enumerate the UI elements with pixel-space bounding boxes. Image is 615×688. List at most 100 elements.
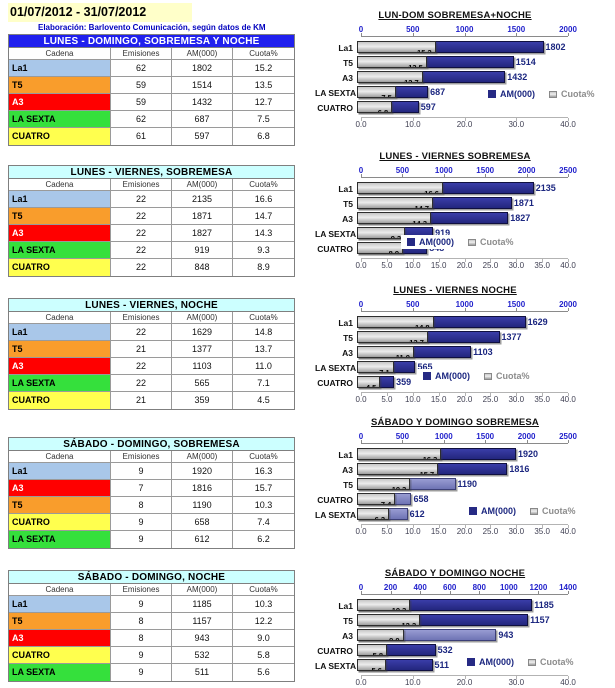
legend-item-cuota: Cuota%	[484, 371, 530, 381]
top-axis-tick-label: 500	[406, 25, 420, 34]
chart-category-label: A3	[342, 630, 353, 641]
axis-tick	[485, 440, 487, 443]
value-cell: 10.3	[254, 500, 273, 510]
chart-title: SÁBADO Y DOMINGO NOCHE	[384, 568, 526, 579]
chart-category-label: T5	[343, 332, 353, 343]
value-cell: 8.9	[257, 262, 270, 272]
bar-chart: SÁBADO Y DOMINGO SOBREMESA 0 500 1000 1500 20…	[315, 417, 595, 536]
bottom-axis-tick-label: 0.0	[355, 395, 367, 404]
value-cell: 5.6	[257, 667, 270, 677]
table-row: T5 8 1157 12.2	[9, 613, 294, 630]
column-header: Cadena	[9, 312, 111, 323]
table-row: CUATRO 61 597 6.8	[9, 128, 294, 145]
chart-category-label: La1	[338, 317, 353, 328]
channel-cell: LA SEXTA	[9, 111, 111, 127]
axis-tick	[526, 440, 528, 443]
cuota-value-label: 9.3	[390, 234, 402, 239]
chart-bar-row: A3 1827 14.3	[315, 211, 595, 226]
axis-tick	[412, 33, 414, 36]
table-column: LUNES - VIERNES, SOBREMESA Cadena Emisione…	[8, 151, 315, 277]
cuota-value-label: 10.3	[391, 485, 407, 490]
chart-bottom-axis: 0.0 10.0 20.0 30.0 40.0	[355, 675, 576, 687]
cuota-bar: 8.9	[357, 242, 404, 254]
axis-tick	[516, 308, 518, 311]
chart-legend: AM(000) Cuota%	[482, 87, 601, 101]
value-cell: 1816	[172, 480, 233, 496]
axis-tick	[402, 440, 404, 443]
table-row: CUATRO 21 359 4.5	[9, 392, 294, 409]
value-cell: 22	[111, 324, 172, 340]
chart-bar-zone: 565 7.1	[357, 361, 564, 374]
table-row: T5 22 1871 14.7	[9, 208, 294, 225]
bottom-axis-tick-label: 20.0	[456, 678, 473, 687]
chart-category-label: La1	[338, 449, 353, 460]
chart-plot: La1 1802 15.2 T5 1514 13.5 A3 1432 12.7 LA SEXTA 6…	[315, 37, 601, 115]
value-cell: 16.3	[254, 466, 273, 476]
cuota-value-label: 15.2	[417, 48, 432, 53]
chart-category-label: T5	[343, 57, 353, 68]
bottom-axis-tick-label: 35.0	[534, 527, 550, 536]
chart-category-label: LA SEXTA	[315, 509, 357, 520]
chart-title: SÁBADO Y DOMINGO SOBREMESA	[371, 417, 539, 428]
chart-bar-row: La1 1802 15.2	[315, 40, 595, 55]
chart-category-label: CUATRO	[317, 243, 353, 254]
chart-title: LUNES - VIERNES SOBREMESA	[379, 151, 531, 162]
top-axis-tick-label: 1000	[434, 166, 453, 175]
value-cell: 21	[111, 392, 172, 409]
channel-cell: A3	[9, 94, 111, 110]
channel-cell: La1	[9, 463, 111, 479]
table-column: SÁBADO - DOMINGO, NOCHE Cadena Emisiones AM…	[8, 568, 315, 682]
legend-cuota-label: Cuota%	[542, 506, 576, 516]
axis-tick	[412, 308, 414, 311]
axis-tick	[516, 118, 518, 121]
legend-item-am: AM(000)	[469, 506, 516, 516]
am-value-label: 1802	[545, 42, 566, 52]
axis-tick	[568, 676, 569, 679]
value-cell: 12.2	[254, 616, 273, 626]
am-legend-marker-icon	[488, 90, 496, 98]
bottom-axis-tick-label: 25.0	[482, 261, 499, 270]
top-axis-tick-label: 1500	[507, 300, 526, 309]
top-axis-tick-label: 1000	[455, 300, 474, 309]
chart-legend: AM(000) Cuota%	[417, 369, 536, 383]
table-row: LA SEXTA 22 919 9.3	[9, 242, 294, 259]
value-cell: 22	[111, 259, 172, 276]
table-title: SÁBADO - DOMINGO, SOBREMESA	[9, 438, 294, 451]
chart-bar-zone: 612 6.2	[357, 508, 564, 521]
value-cell: 15.7	[254, 483, 273, 493]
chart-category-label: LA SEXTA	[315, 228, 357, 239]
chart-bar-zone: 1377 13.7	[357, 331, 564, 344]
value-cell: 10.3	[254, 599, 273, 609]
value-cell: 16.6	[254, 194, 273, 204]
am-value-label: 1190	[457, 479, 478, 489]
top-axis-tick-label: 1500	[476, 432, 495, 441]
chart-plot: La1 1185 10.3 T5 1157 12.2 A3 943 9.0 CUATRO 532 5.…	[315, 595, 595, 673]
cuota-value-label: 14.8	[414, 323, 430, 328]
am-value-label: 565	[417, 362, 433, 372]
table-title: LUNES - VIERNES, SOBREMESA	[9, 166, 294, 179]
am-value-label: 1629	[527, 317, 548, 327]
chart-bar-row: T5 1871 14.7	[315, 196, 595, 211]
am-value-label: 687	[430, 87, 446, 97]
top-axis-tick-label: 2000	[559, 25, 577, 34]
axis-tick	[443, 440, 445, 443]
value-cell: 14.7	[254, 211, 273, 221]
axis-tick	[464, 676, 466, 679]
column-header: Cadena	[9, 179, 111, 190]
am-legend-marker-icon	[407, 238, 415, 246]
chart-bottom-axis: 0.0 10.0 20.0 30.0 40.0	[355, 117, 576, 129]
cuota-value-label: 9.0	[389, 636, 400, 641]
chart-bar-row: LA SEXTA 511 5.6	[315, 658, 595, 673]
am-value-label: 1920	[517, 449, 538, 459]
am-value-label: 511	[434, 660, 450, 670]
cuota-bar: 10.3	[357, 478, 411, 490]
axis-tick	[479, 591, 481, 594]
chart-bar-row: A3 1432 12.7	[315, 70, 595, 85]
am-value-label: 597	[420, 102, 436, 112]
bottom-axis-tick-label: 30.0	[508, 120, 525, 129]
bottom-axis-tick-label: 20.0	[456, 120, 473, 129]
bottom-axis-tick-label: 0.0	[355, 120, 367, 129]
date-range-banner: 01/07/2012 - 31/07/2012	[8, 3, 192, 22]
chart-category-label: A3	[342, 213, 353, 224]
axis-tick	[361, 308, 362, 311]
